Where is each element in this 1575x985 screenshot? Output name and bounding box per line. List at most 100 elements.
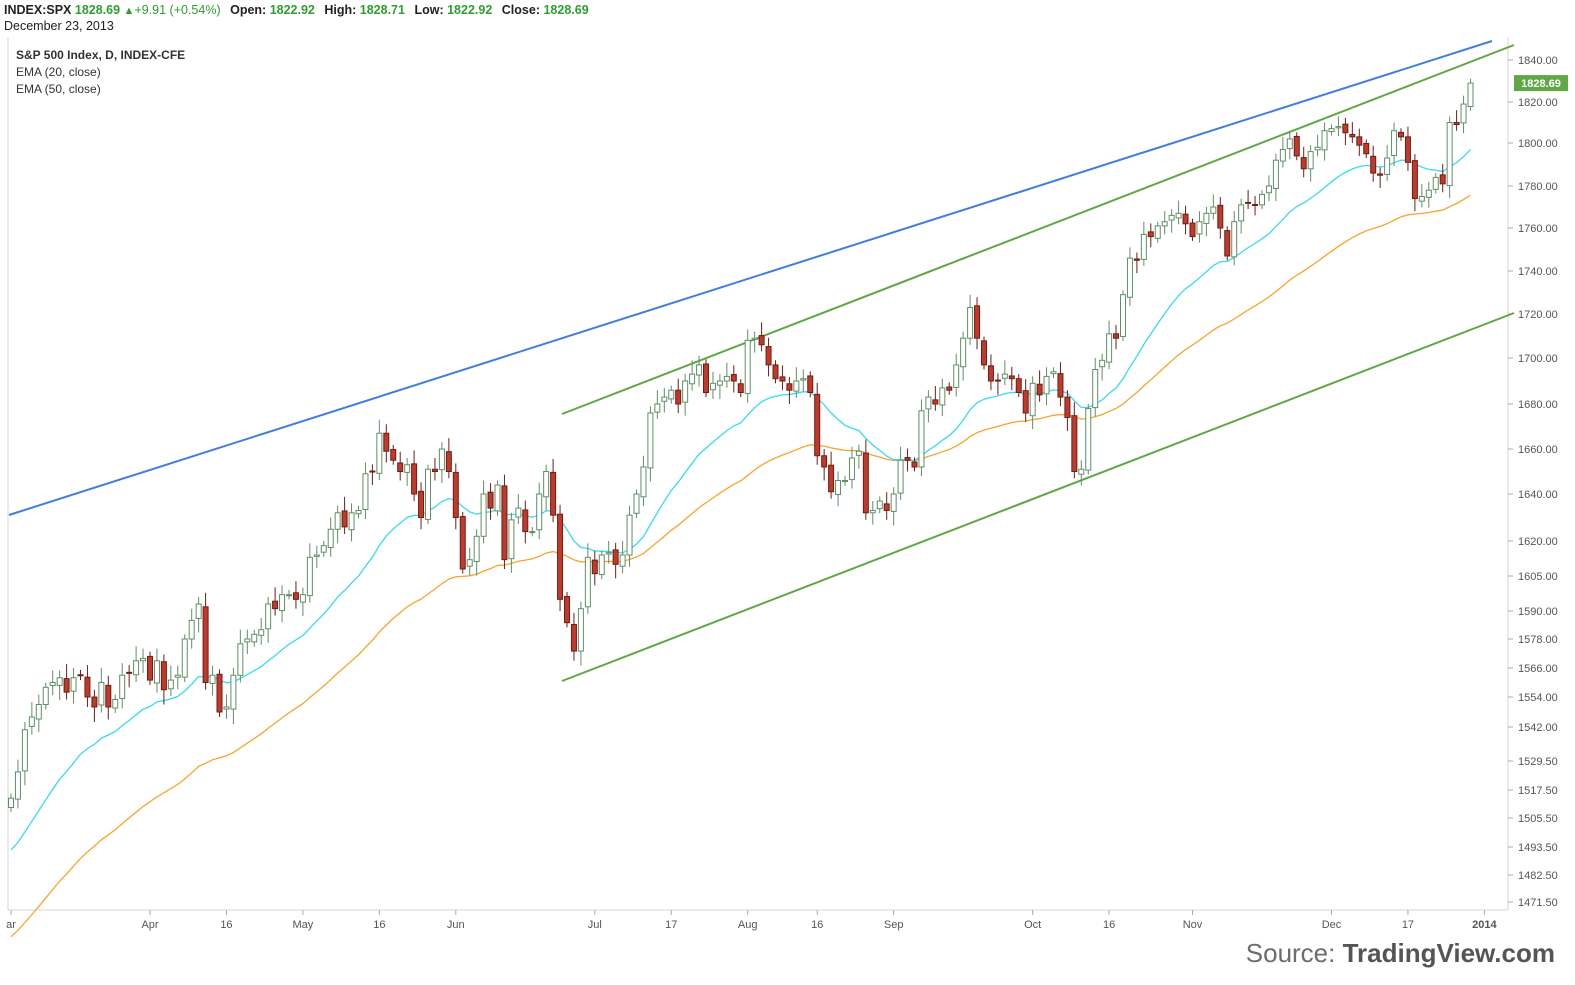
- candle-body: [133, 660, 140, 676]
- candle-body: [1446, 122, 1453, 187]
- candle-body: [1217, 204, 1224, 229]
- candle-body: [425, 468, 431, 520]
- candle-body: [1196, 221, 1203, 235]
- candle-body: [327, 528, 334, 549]
- x-tick-label: 17: [1402, 919, 1414, 931]
- candle-body: [1272, 159, 1279, 190]
- candle-body: [994, 379, 1001, 382]
- candle-body: [723, 375, 730, 382]
- candle-body: [647, 412, 654, 469]
- candle-body: [459, 516, 466, 570]
- y-tick-label: 1493.50: [1518, 842, 1558, 854]
- candle-body: [967, 307, 974, 339]
- candle-body: [174, 674, 181, 678]
- candle-body: [362, 473, 369, 511]
- candle-body: [855, 450, 862, 456]
- candle-body: [835, 480, 842, 495]
- candle-body: [42, 686, 49, 705]
- y-tick-label: 1566.00: [1518, 663, 1558, 675]
- candle-body: [1411, 160, 1418, 200]
- candle-body: [981, 340, 987, 366]
- candle-body: [299, 594, 306, 603]
- symbol-header: INDEX:SPX 1828.69 ▲+9.91 (+0.54%) Open: …: [4, 2, 589, 20]
- candle-body: [1321, 130, 1328, 151]
- candle-body: [334, 512, 341, 530]
- candle-body: [883, 503, 890, 511]
- candle-body: [167, 679, 174, 690]
- candle-body: [119, 674, 126, 699]
- candle-body: [397, 462, 404, 473]
- legend-ema20: EMA (20, close): [16, 65, 101, 79]
- candle-body: [1398, 131, 1404, 138]
- candle-body: [1265, 185, 1272, 194]
- candle-body: [487, 491, 494, 509]
- candle-body: [661, 396, 668, 402]
- candle-body: [306, 556, 313, 597]
- x-tick-label: Jun: [447, 919, 465, 931]
- candle-body: [862, 452, 869, 514]
- candle-body: [63, 678, 70, 693]
- candle-body: [1133, 258, 1140, 261]
- candle-body: [70, 677, 77, 692]
- candle-body: [890, 493, 897, 512]
- candle-body: [1106, 333, 1113, 363]
- candle-body: [1460, 103, 1467, 124]
- candle-body: [279, 594, 286, 612]
- y-tick-label: 1700.00: [1518, 353, 1558, 365]
- candle-body: [807, 375, 814, 394]
- candle-body: [195, 603, 202, 619]
- candle-body: [1418, 196, 1425, 202]
- chart-area[interactable]: 1471.50 1482.50 1493.50 1505.50 1517.50 1529.…: [0, 38, 1575, 938]
- candle-body: [960, 337, 967, 368]
- candle-body: [21, 729, 28, 772]
- candle-body: [77, 674, 84, 677]
- candle-body: [1001, 373, 1008, 379]
- candle-body: [1008, 375, 1015, 380]
- candle-body: [779, 376, 786, 382]
- candle-body: [626, 514, 633, 556]
- price-chart[interactable]: 1471.50 1482.50 1493.50 1505.50 1517.50 1529.…: [0, 38, 1575, 938]
- y-tick-label: 1517.50: [1518, 785, 1558, 797]
- high-label: High:: [324, 3, 357, 17]
- x-tick-label: 2014: [1472, 919, 1497, 931]
- candle-body: [1286, 138, 1293, 150]
- candle-body: [1050, 371, 1057, 375]
- candle-body: [153, 660, 160, 684]
- source-brand: TradingView.com: [1342, 938, 1555, 968]
- candle-body: [1126, 257, 1133, 298]
- candle-body: [1071, 415, 1078, 473]
- date-label: December 23, 2013: [4, 19, 114, 33]
- y-tick-label: 1800.00: [1518, 138, 1558, 150]
- candle-body: [564, 596, 570, 624]
- candle-body: [1363, 142, 1370, 155]
- candle-body: [543, 471, 550, 498]
- candle-body: [1335, 126, 1342, 129]
- candle-body: [550, 471, 557, 516]
- y-tick-label: 1720.00: [1518, 309, 1558, 321]
- candle-body: [703, 363, 709, 394]
- candle-body: [1252, 203, 1259, 206]
- candle-body: [202, 606, 209, 683]
- candle-body: [633, 493, 640, 514]
- candle-body: [14, 771, 21, 800]
- candle-body: [1238, 204, 1245, 222]
- x-tick-label: 17: [665, 919, 677, 931]
- y-tick-label: 1529.50: [1518, 756, 1558, 768]
- candle-body: [501, 485, 508, 561]
- candle-body: [515, 507, 522, 518]
- candle-body: [160, 661, 167, 691]
- open-value: 1822.92: [269, 3, 315, 17]
- x-tick-label: Apr: [141, 919, 158, 931]
- candle-body: [584, 556, 591, 608]
- candle-body: [1064, 396, 1071, 419]
- y-tick-label: 1482.50: [1518, 870, 1558, 882]
- candle-body: [786, 383, 793, 391]
- candle-body: [758, 335, 765, 346]
- candle-body: [348, 512, 355, 531]
- candle-body: [918, 410, 925, 468]
- candle-body: [876, 500, 883, 510]
- candle-body: [800, 378, 807, 381]
- low-label: Low:: [414, 3, 444, 17]
- candle-body: [744, 339, 751, 394]
- candle-body: [897, 459, 904, 494]
